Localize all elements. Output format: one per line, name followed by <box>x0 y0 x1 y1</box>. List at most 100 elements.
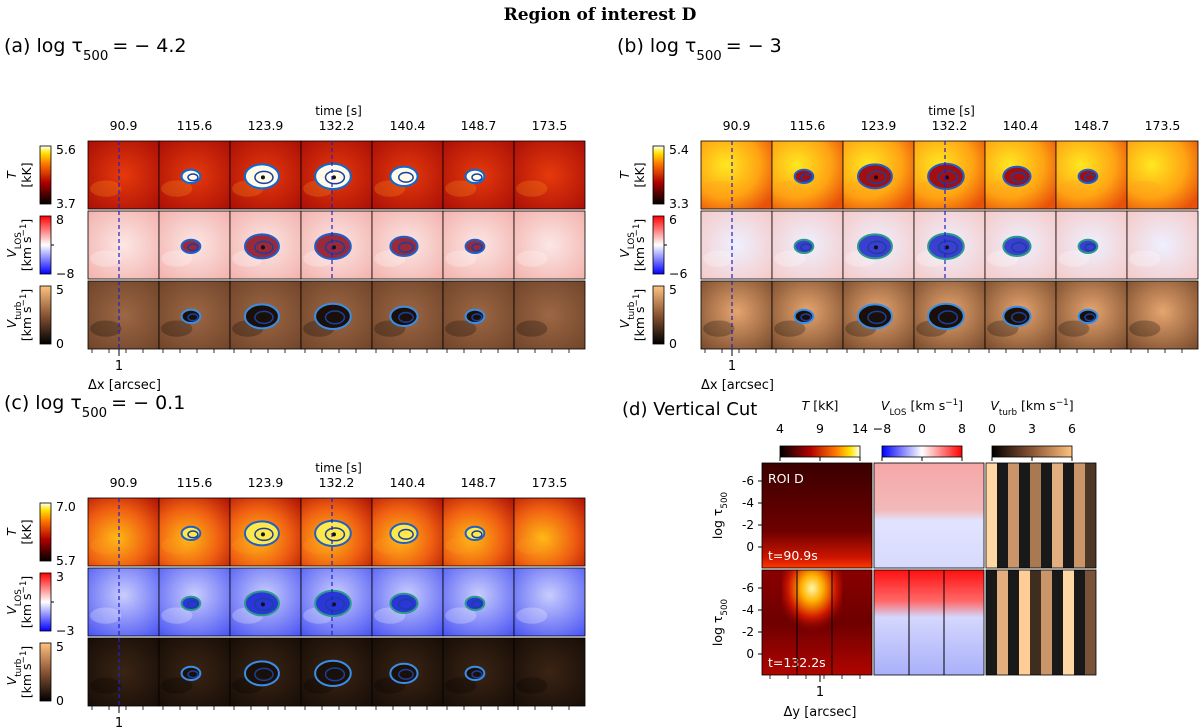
row-label-T: T[kK] <box>617 162 647 187</box>
feature-contour-inner <box>187 313 199 322</box>
vcut-Vturb-column <box>1041 463 1052 568</box>
feature-contour-inner <box>1084 173 1096 182</box>
feature-contour-inner <box>187 670 199 679</box>
map-texture <box>516 250 548 267</box>
vcut-colorbar <box>779 445 861 458</box>
time-axis-label: time [s] <box>315 461 362 475</box>
feature-center-marker <box>331 175 336 180</box>
vcut-Vturb-column <box>1030 463 1041 568</box>
colorbar-tick: 5.6 <box>56 142 76 157</box>
vcut-y-tick-label: 0 <box>746 540 754 554</box>
map-texture <box>1129 320 1161 337</box>
colorbar-VLOS <box>39 572 52 632</box>
map-texture <box>703 250 735 267</box>
colorbar-tick: 5 <box>669 282 677 297</box>
colorbar-tick: 6 <box>669 212 677 227</box>
time-tick-label: 90.9 <box>723 118 751 133</box>
vcut-y-tick-label: 0 <box>746 647 754 661</box>
feature-contour-inner <box>324 527 346 542</box>
map-texture <box>445 677 477 694</box>
map-texture <box>774 180 806 197</box>
panel-1: (b) log τ500 = − 3 time [s] 90.9 115.6 123.9 1… <box>617 35 1199 393</box>
map-cell-T <box>513 497 586 567</box>
colorbar-T <box>652 145 665 205</box>
vcut-Vturb-column <box>1008 463 1019 568</box>
vcut-Vturb-column <box>1052 463 1063 568</box>
map-cell-T <box>513 140 586 210</box>
time-tick-label: 173.5 <box>1145 118 1181 133</box>
feature-contour-inner <box>398 528 414 540</box>
time-tick-label: 132.2 <box>319 475 355 490</box>
map-texture <box>445 607 477 624</box>
feature-contour-inner <box>1011 241 1027 253</box>
map-cell-VLOS <box>513 567 586 637</box>
time-tick-label: 132.2 <box>319 118 355 133</box>
vcut-x-label: Δy [arcsec] <box>784 705 857 720</box>
time-tick-label: 173.5 <box>532 475 568 490</box>
map-texture <box>516 320 548 337</box>
map-texture <box>516 677 548 694</box>
row-label-VLOS: VLOS[km s−1] <box>617 219 647 272</box>
feature-contour-inner <box>867 240 887 255</box>
feature-contour-inner <box>254 170 274 185</box>
feature-contour-inner <box>187 243 199 252</box>
map-texture <box>161 607 193 624</box>
feature-contour-inner <box>324 310 346 325</box>
map-texture <box>161 677 193 694</box>
feature-center-marker <box>331 245 336 250</box>
feature-contour-inner <box>937 310 959 325</box>
vcut-Vturb-column <box>1085 463 1096 568</box>
vcut-Vturb-column <box>1030 570 1041 675</box>
map-texture <box>90 537 122 554</box>
time-tick-label: 123.9 <box>861 118 897 133</box>
feature-contour-inner <box>937 240 959 255</box>
feature-contour-inner <box>471 530 483 539</box>
row-label-VLOS: VLOS[km s−1] <box>4 576 34 629</box>
vcut-colorbar-tick: 14 <box>852 421 868 436</box>
map-cell-Vturb <box>87 280 160 350</box>
feature-center-marker <box>260 602 265 607</box>
map-texture <box>90 180 122 197</box>
map-texture <box>1058 320 1090 337</box>
time-tick-label: 148.7 <box>1074 118 1110 133</box>
time-tick-label: 123.9 <box>248 475 284 490</box>
colorbar-tick: 5 <box>56 639 64 654</box>
vcut-Vturb-column <box>1074 570 1085 675</box>
vcut-Vturb-column <box>1052 570 1063 675</box>
vcut-colorbar-label: T [kK] <box>802 398 839 413</box>
panel-0: (a) log τ500 = − 4.2 time [s] 90.9 115.6 123.… <box>4 35 586 393</box>
map-texture <box>1129 250 1161 267</box>
vcut-T-map <box>762 463 872 568</box>
feature-center-marker <box>873 245 878 250</box>
map-texture <box>90 607 122 624</box>
feature-center-marker <box>260 245 265 250</box>
vcut-colorbar-label: VLOS [km s−1] <box>881 398 963 418</box>
feature-center-marker <box>944 315 949 320</box>
map-cell-VLOS <box>87 210 160 280</box>
feature-contour-inner <box>398 241 414 253</box>
vcut-time-label: t=90.9s <box>768 548 818 563</box>
map-cell-T <box>87 497 160 567</box>
map-cell-Vturb <box>513 280 586 350</box>
time-tick-label: 148.7 <box>461 118 497 133</box>
map-texture <box>516 607 548 624</box>
colorbar-tick: −3 <box>56 623 74 638</box>
time-tick-label: 123.9 <box>248 118 284 133</box>
time-tick-label: 140.4 <box>390 475 426 490</box>
feature-contour-inner <box>800 313 812 322</box>
x-tick-label: 1 <box>115 716 123 727</box>
vcut-Vturb-column <box>986 570 997 675</box>
colorbar-tick: 5.4 <box>669 142 689 157</box>
feature-contour-inner <box>471 243 483 252</box>
feature-contour-inner <box>398 171 414 183</box>
colorbar-tick: 5.7 <box>56 553 76 568</box>
colorbar-tick: 0 <box>56 693 64 708</box>
time-tick-label: 90.9 <box>110 118 138 133</box>
vcut-colorbar-tick: 0 <box>918 421 926 436</box>
colorbar-Vturb <box>39 285 52 345</box>
panel-2: (c) log τ500 = − 0.1 time [s] 90.9 115.6 123.… <box>4 392 586 727</box>
map-texture <box>90 677 122 694</box>
feature-contour-inner <box>867 170 887 185</box>
x-tick-label: 1 <box>728 359 736 374</box>
colorbar-T <box>39 145 52 205</box>
